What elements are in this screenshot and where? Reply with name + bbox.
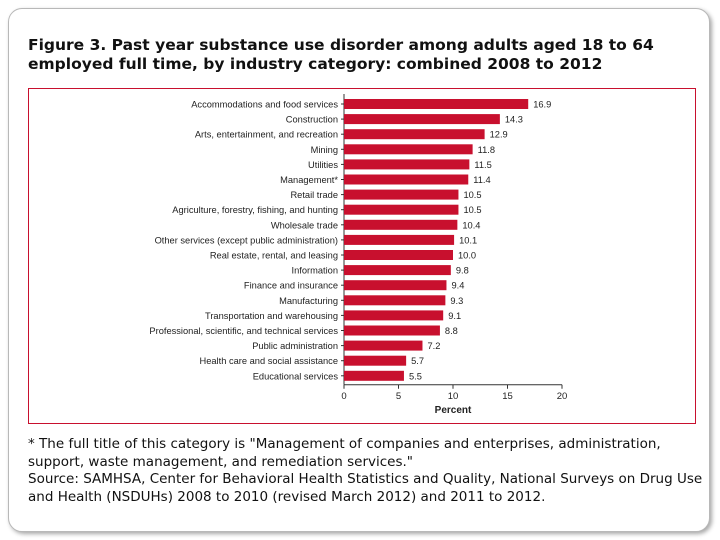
bar-0 — [344, 99, 529, 109]
bar-12 — [344, 280, 447, 291]
bar-17 — [344, 355, 407, 366]
value-label-17: 5.7 — [411, 356, 424, 366]
value-label-14: 9.1 — [448, 311, 461, 321]
x-tick-label-3: 15 — [502, 391, 513, 402]
bar-2 — [344, 129, 485, 140]
bar-10 — [344, 250, 453, 260]
bar-15 — [344, 325, 440, 336]
value-label-8: 10.4 — [462, 220, 480, 230]
category-label-7: Agriculture, forestry, fishing, and hunt… — [172, 205, 338, 215]
category-label-13: Manufacturing — [279, 296, 338, 306]
x-tick-label-1: 5 — [396, 391, 401, 402]
category-label-14: Transportation and warehousing — [205, 311, 338, 321]
x-tick-label-4: 20 — [557, 391, 568, 402]
value-label-7: 10.5 — [463, 205, 481, 215]
value-label-10: 10.0 — [458, 251, 476, 261]
category-label-11: Information — [291, 266, 338, 276]
bar-1 — [344, 114, 500, 125]
category-label-4: Utilities — [308, 160, 338, 170]
value-label-9: 10.1 — [459, 235, 477, 245]
footnote: * The full title of this category is "Ma… — [28, 436, 661, 470]
category-label-0: Accommodations and food services — [191, 100, 338, 110]
value-label-18: 5.5 — [409, 371, 422, 381]
bar-3 — [344, 144, 473, 155]
bar-13 — [344, 295, 446, 306]
x-axis-label: Percent — [435, 405, 472, 416]
value-label-0: 16.9 — [533, 100, 551, 110]
bar-5 — [344, 174, 469, 185]
bar-chart: 0 5 10 15 20 Percent Accommodations and food s… — [149, 94, 568, 416]
source-note: Source: SAMHSA, Center for Behavioral He… — [28, 471, 703, 505]
value-label-16: 7.2 — [427, 341, 440, 351]
bar-8 — [344, 219, 458, 230]
value-label-13: 9.3 — [450, 296, 463, 306]
x-tick-label-2: 10 — [448, 391, 459, 402]
value-label-1: 14.3 — [505, 115, 523, 125]
category-label-6: Retail trade — [290, 190, 338, 200]
figure-title: Figure 3. Past year substance use disord… — [28, 36, 654, 73]
value-label-6: 10.5 — [463, 190, 481, 200]
bar-9 — [344, 234, 455, 245]
bar-11 — [344, 265, 451, 276]
category-label-16: Public administration — [252, 341, 338, 351]
bar-18 — [344, 370, 404, 381]
category-label-12: Finance and insurance — [244, 281, 338, 291]
value-label-2: 12.9 — [490, 130, 508, 140]
category-label-8: Wholesale trade — [271, 220, 338, 230]
notes: * The full title of this category is "Ma… — [28, 436, 704, 506]
category-label-18: Educational services — [253, 371, 339, 381]
bar-7 — [344, 204, 459, 215]
value-label-4: 11.5 — [474, 160, 491, 170]
bar-16 — [344, 340, 423, 351]
category-label-1: Construction — [286, 115, 338, 125]
value-label-15: 8.8 — [445, 326, 458, 336]
value-label-12: 9.4 — [451, 281, 464, 291]
category-label-15: Professional, scientific, and technical … — [149, 326, 338, 336]
x-tick-label-0: 0 — [341, 391, 346, 402]
category-label-9: Other services (except public administra… — [155, 235, 338, 245]
value-label-11: 9.8 — [456, 266, 469, 276]
bar-4 — [344, 159, 470, 170]
bar-6 — [344, 189, 459, 200]
value-label-5: 11.4 — [473, 175, 490, 185]
category-label-2: Arts, entertainment, and recreation — [195, 130, 338, 140]
category-label-17: Health care and social assistance — [200, 356, 339, 366]
chart-box: 0 5 10 15 20 Percent Accommodations and food s… — [28, 88, 696, 424]
category-label-10: Real estate, rental, and leasing — [210, 251, 338, 261]
category-label-3: Mining — [311, 145, 338, 155]
bar-14 — [344, 310, 444, 321]
category-label-5: Management* — [280, 175, 338, 185]
value-label-3: 11.8 — [478, 145, 495, 155]
